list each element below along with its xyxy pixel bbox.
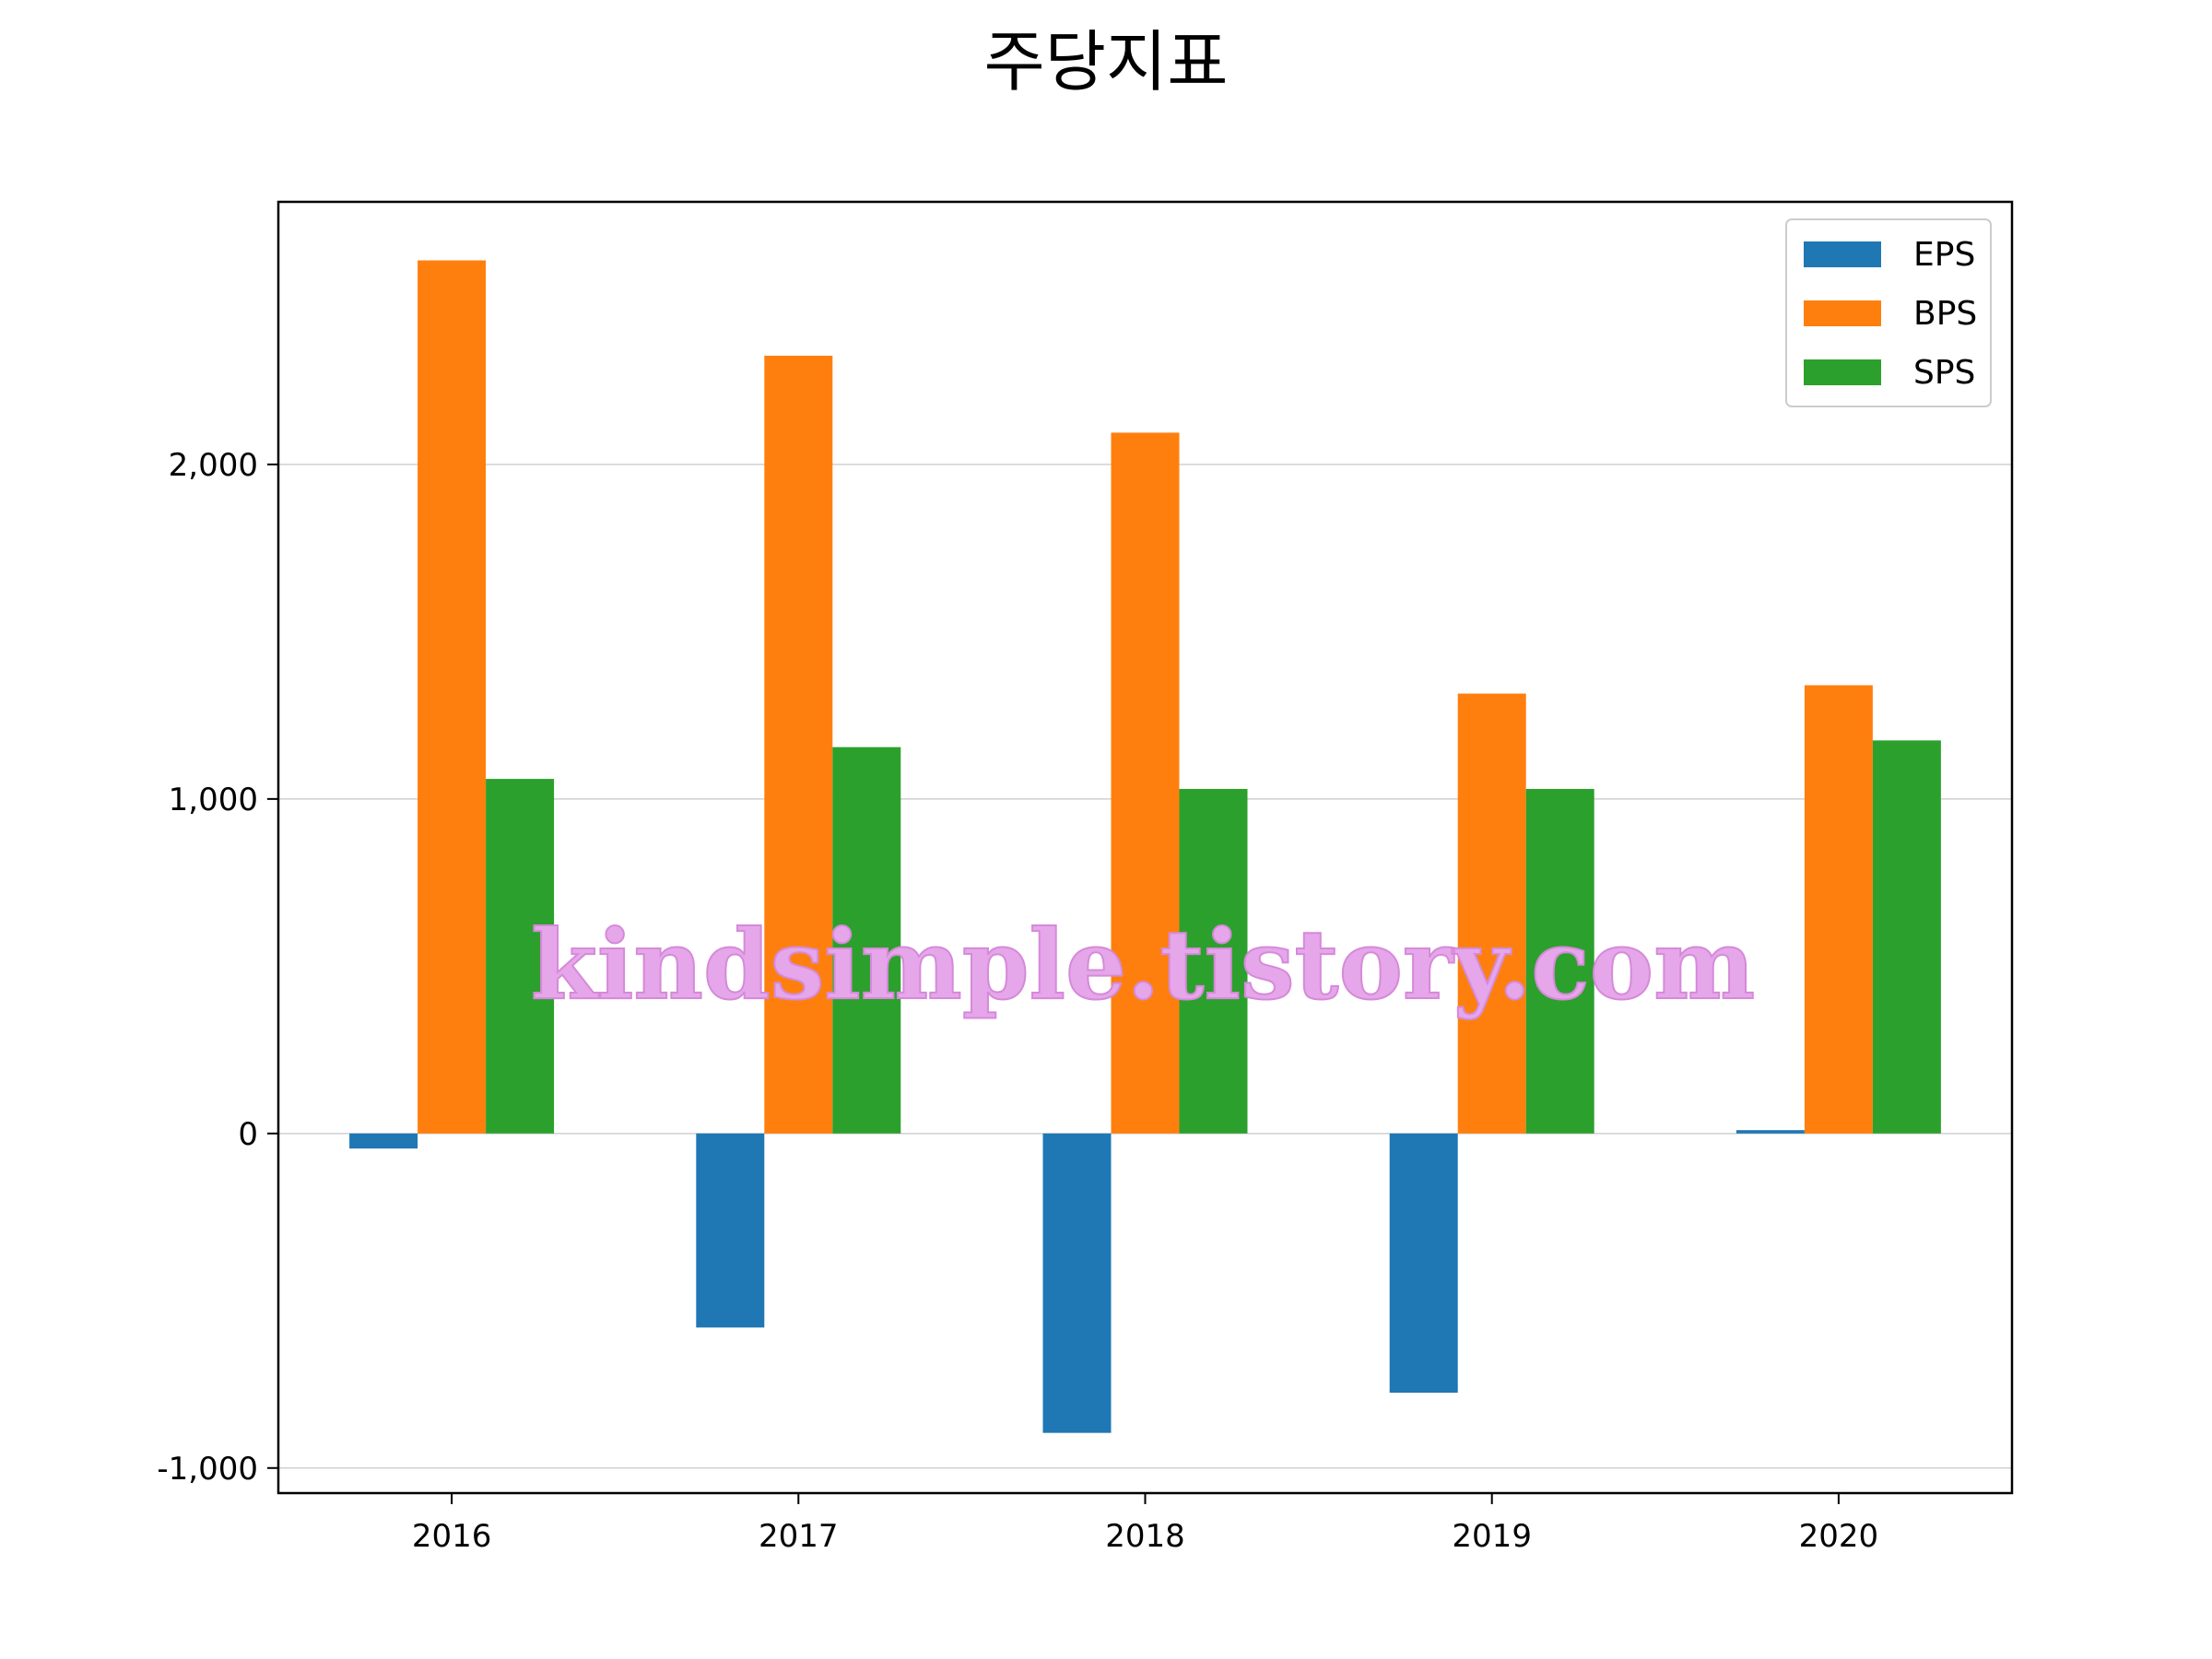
legend-label-sps: SPS (1913, 354, 1975, 392)
x-tick-label: 2019 (1452, 1518, 1532, 1555)
y-tick-label: 2,000 (169, 447, 258, 484)
bar-bps-2017 (764, 355, 833, 1134)
bars (349, 260, 1941, 1433)
bar-eps-2016 (349, 1133, 418, 1149)
bar-sps-2017 (832, 747, 901, 1134)
legend: EPS BPS SPS (1785, 218, 1992, 407)
legend-swatch-eps (1804, 241, 1881, 267)
bar-sps-2018 (1179, 788, 1248, 1134)
bar-bps-2020 (1804, 685, 1873, 1134)
legend-label-eps: EPS (1913, 236, 1975, 274)
watermark-text: kindsimple.tistory.com (531, 908, 1755, 1021)
legend-label-bps: BPS (1913, 295, 1977, 333)
bar-sps-2020 (1872, 740, 1941, 1134)
chart-title: 주당지표 (984, 23, 1229, 100)
y-tick-label: -1,000 (157, 1451, 258, 1488)
x-tick-label: 2020 (1799, 1518, 1879, 1555)
y-tick-label: 1,000 (169, 782, 258, 818)
bar-bps-2018 (1111, 432, 1180, 1134)
bar-bps-2019 (1457, 693, 1526, 1134)
y-tick-label: 0 (238, 1116, 258, 1153)
x-tick-label: 2016 (412, 1518, 492, 1555)
bar-eps-2020 (1735, 1130, 1805, 1134)
x-tick-label: 2018 (1105, 1518, 1185, 1555)
legend-swatch-bps (1804, 300, 1881, 326)
x-tick-label: 2017 (759, 1518, 839, 1555)
bar-eps-2019 (1389, 1133, 1458, 1394)
y-axis: -1,000 0 1,000 2,000 (157, 447, 278, 1488)
bar-sps-2016 (486, 779, 555, 1134)
bar-bps-2016 (418, 260, 487, 1134)
x-axis: 2016 2017 2018 2019 2020 (412, 1493, 1878, 1555)
legend-swatch-sps (1804, 359, 1881, 385)
bar-sps-2019 (1525, 788, 1594, 1134)
bar-eps-2017 (696, 1133, 765, 1328)
bar-eps-2018 (1042, 1133, 1112, 1433)
